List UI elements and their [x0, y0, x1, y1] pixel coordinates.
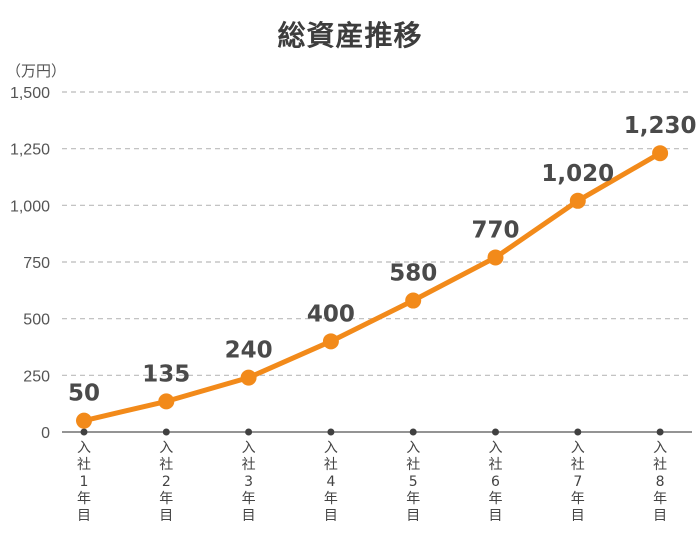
x-tick-label-char: 6: [491, 474, 500, 490]
data-label: 770: [471, 217, 519, 243]
x-tick-label-char: 入: [242, 440, 256, 456]
data-point: [405, 292, 422, 309]
y-axis-unit-label: （万円）: [6, 62, 67, 80]
x-tick-label-char: 2: [162, 474, 171, 490]
x-tick-label-char: 目: [571, 508, 585, 524]
x-tick-label-char: 社: [406, 457, 420, 473]
data-label: 580: [389, 261, 437, 287]
x-axis-tick-dot: [80, 428, 88, 436]
data-point: [76, 412, 92, 429]
x-axis-tick-dot: [245, 428, 253, 436]
data-label: 135: [142, 361, 190, 387]
x-tick-label-char: 社: [653, 457, 667, 473]
x-tick-label-char: 年: [653, 491, 667, 507]
x-tick-label-char: 1: [80, 474, 89, 490]
x-tick-label-char: 入: [489, 440, 503, 456]
x-tick-label-char: 入: [159, 440, 173, 456]
x-tick-label-char: 目: [159, 508, 173, 524]
x-tick-label-char: 社: [571, 457, 585, 473]
x-tick-label-char: 年: [324, 491, 338, 507]
x-tick-label-char: 目: [653, 508, 667, 524]
x-tick-label-char: 目: [489, 508, 503, 524]
data-label: 50: [68, 381, 100, 407]
x-tick-label-char: 年: [77, 491, 91, 507]
x-tick-label-char: 入: [571, 440, 585, 456]
chart-title: 総資産推移: [277, 19, 423, 52]
x-axis-tick-dot: [409, 428, 417, 436]
y-tick-label: 500: [23, 312, 50, 329]
data-label: 400: [307, 301, 355, 327]
y-tick-label: 0: [41, 425, 50, 442]
x-axis-tick-dot: [574, 428, 582, 436]
x-tick-label-char: 5: [409, 474, 418, 490]
y-tick-label: 1,500: [10, 85, 50, 102]
data-label: 1,230: [624, 113, 697, 139]
data-point: [158, 393, 175, 410]
x-tick-label-char: 4: [326, 474, 335, 490]
x-tick-label-char: 7: [573, 474, 582, 490]
x-tick-label-char: 社: [489, 457, 503, 473]
x-axis-tick-dot: [492, 428, 499, 436]
x-tick-label-char: 社: [242, 457, 256, 473]
y-tick-label: 1,250: [10, 142, 50, 159]
x-tick-label-char: 年: [242, 491, 256, 507]
data-point: [652, 145, 669, 162]
x-tick-label-char: 年: [489, 491, 503, 507]
x-axis-tick-dot: [162, 428, 170, 436]
x-tick-label-char: 目: [242, 508, 256, 524]
y-tick-label: 750: [23, 255, 50, 272]
x-tick-label-char: 目: [77, 508, 91, 524]
data-point: [569, 192, 586, 209]
x-tick-label-char: 社: [159, 457, 173, 473]
x-tick-label-char: 目: [324, 508, 338, 524]
data-point: [240, 369, 257, 386]
data-label: 1,020: [541, 161, 614, 187]
x-tick-label-char: 入: [77, 440, 91, 456]
x-tick-label-char: 年: [571, 491, 585, 507]
y-tick-label: 250: [23, 368, 50, 385]
x-tick-label-char: 入: [324, 440, 338, 456]
y-tick-label: 1,000: [10, 198, 50, 215]
x-tick-label-char: 年: [406, 491, 420, 507]
x-tick-label-char: 入: [406, 440, 420, 456]
series-line: [81, 150, 663, 424]
data-label: 240: [225, 338, 273, 364]
x-tick-label-char: 社: [77, 457, 91, 473]
x-axis-tick-dot: [327, 428, 335, 436]
x-tick-label-char: 社: [324, 457, 338, 473]
data-point: [487, 249, 504, 266]
x-tick-label-char: 8: [656, 474, 665, 490]
x-tick-label-char: 目: [406, 508, 420, 524]
x-tick-label-char: 入: [653, 440, 667, 456]
x-tick-label-char: 3: [244, 474, 253, 490]
x-axis-tick-dot: [656, 428, 664, 436]
data-point: [322, 333, 339, 350]
x-tick-label-char: 年: [159, 491, 173, 507]
